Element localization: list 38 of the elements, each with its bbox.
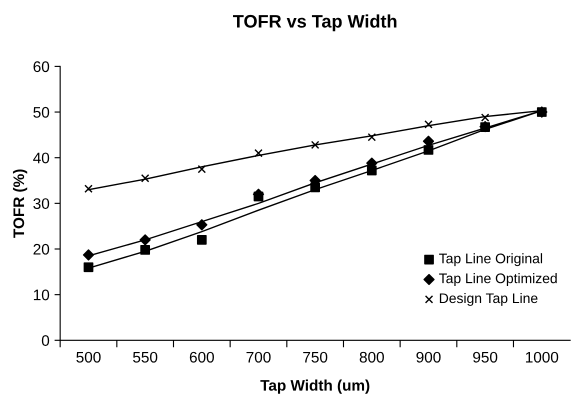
point xyxy=(140,234,151,246)
point xyxy=(254,148,263,158)
point xyxy=(196,219,208,230)
x-tick-label: 750 xyxy=(303,352,328,363)
y-tick-label: 60 xyxy=(34,61,50,72)
point xyxy=(422,136,434,147)
x-tick-label: 550 xyxy=(133,352,158,363)
y-tick-label: 0 xyxy=(42,335,50,346)
x-tick-label: 700 xyxy=(246,352,271,363)
x-tick-label: 1000 xyxy=(526,352,558,363)
point xyxy=(140,245,150,255)
point xyxy=(140,174,150,182)
x-tick-label: 800 xyxy=(360,352,384,363)
point xyxy=(310,140,320,150)
point xyxy=(82,249,94,261)
legend-label: Tap Line Optimized xyxy=(439,273,557,286)
y-tick-label: 40 xyxy=(33,152,50,164)
y-tick-label: 30 xyxy=(33,198,50,210)
point xyxy=(424,120,433,129)
point xyxy=(84,262,94,272)
legend-label: Tap Line Original xyxy=(439,253,542,266)
point xyxy=(480,113,490,122)
y-tick-label: 10 xyxy=(34,290,50,300)
y-axis-title: TOFR (%) xyxy=(12,169,28,238)
legend-label: Design Tap Line xyxy=(440,292,538,306)
y-tick-label: 50 xyxy=(33,106,50,118)
point xyxy=(196,235,207,245)
point xyxy=(368,132,376,142)
chart-title: TOFR vs Tap Width xyxy=(233,14,396,32)
x-tick-label: 950 xyxy=(473,352,498,363)
x-tick-label: 900 xyxy=(416,352,441,363)
point xyxy=(84,184,93,193)
point xyxy=(424,145,434,155)
y-tick-label: 20 xyxy=(34,244,50,255)
point xyxy=(198,164,206,174)
x-tick-label: 600 xyxy=(190,352,214,363)
x-axis-title: Tap Width (um) xyxy=(260,380,370,394)
x-tick-label: 500 xyxy=(76,352,101,363)
